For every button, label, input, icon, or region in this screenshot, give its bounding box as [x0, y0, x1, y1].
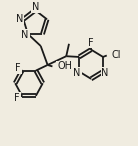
Text: N: N	[32, 2, 39, 12]
Text: OH: OH	[57, 61, 72, 71]
Text: N: N	[101, 68, 109, 78]
Text: F: F	[14, 93, 20, 103]
Text: F: F	[88, 38, 94, 48]
Text: N: N	[16, 14, 23, 24]
Text: N: N	[21, 30, 29, 40]
Text: Cl: Cl	[111, 51, 121, 60]
Text: F: F	[15, 63, 21, 73]
Text: N: N	[73, 68, 81, 78]
